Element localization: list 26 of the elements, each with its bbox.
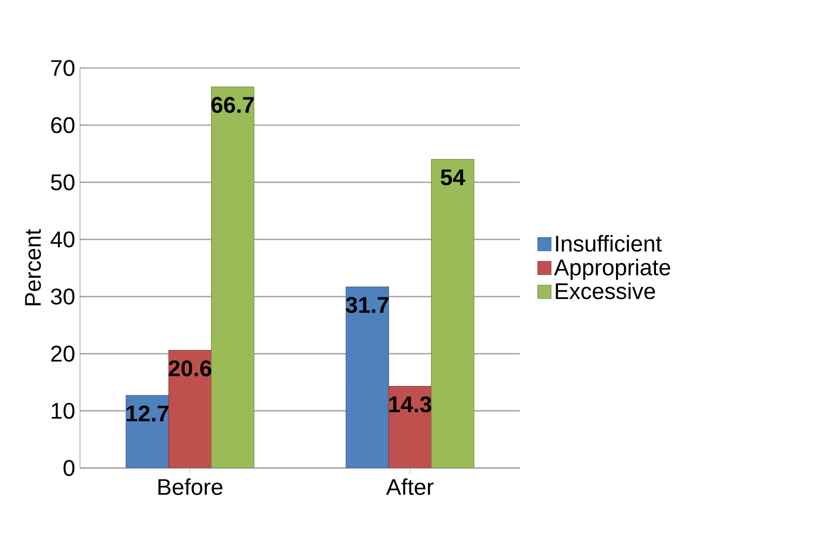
y-tick-label: 0 — [64, 460, 74, 476]
y-tick-label: 70 — [51, 60, 74, 76]
legend-label: Insufficient — [556, 235, 662, 252]
data-label: 14.3 — [389, 396, 432, 413]
bar — [211, 86, 254, 468]
data-label: 31.7 — [346, 297, 388, 314]
bar — [346, 286, 389, 468]
bar — [126, 395, 169, 468]
data-label: 54 — [440, 170, 466, 186]
legend-label: Excessive — [556, 282, 656, 300]
y-tick-label: 20 — [51, 346, 74, 362]
y-tick-label: 30 — [50, 288, 74, 305]
legend-label: Appropriate — [554, 258, 670, 280]
data-label: 12.7 — [126, 406, 168, 422]
y-tick-label: 40 — [50, 232, 74, 248]
bar — [431, 159, 474, 468]
y-tick-label: 10 — [52, 402, 74, 420]
bar — [168, 350, 212, 468]
x-tick-label: Before — [158, 478, 222, 496]
y-axis-title: Percent — [25, 229, 41, 306]
y-tick-label: 50 — [50, 174, 74, 190]
bar — [388, 386, 432, 468]
data-label: 66.7 — [211, 97, 254, 114]
y-tick-label: 60 — [51, 117, 74, 134]
data-label: 20.6 — [168, 360, 212, 377]
x-tick-label: After — [386, 478, 434, 496]
